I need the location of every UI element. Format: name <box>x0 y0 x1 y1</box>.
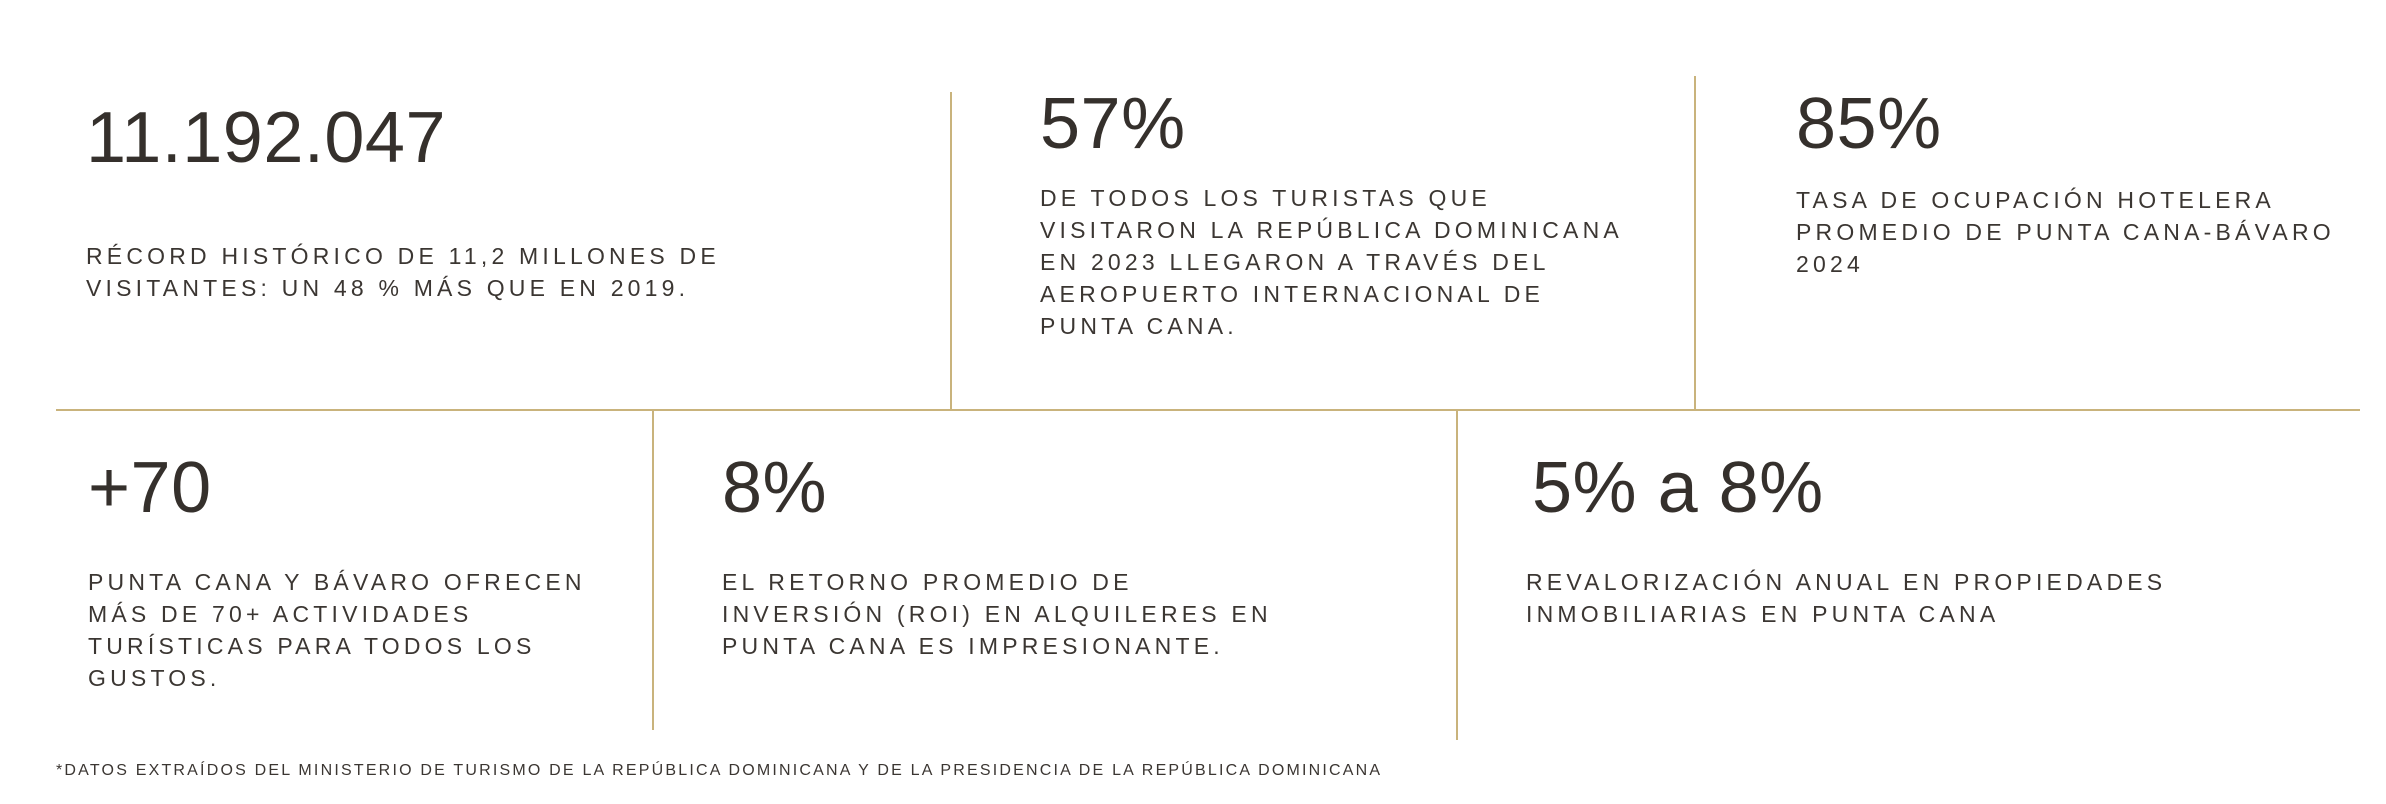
stat-airport-share: 57% De todos los turistas que visitaron … <box>1040 88 1630 342</box>
stat-value: 11.192.047 <box>86 98 447 178</box>
stat-roi: 8% El retorno promedio de inversión (ROI… <box>722 452 1282 662</box>
divider-vertical-1 <box>950 92 952 410</box>
source-footnote: *Datos extraídos del Ministerio de Turis… <box>56 762 1383 779</box>
stat-description: Revalorización anual en propiedades inmo… <box>1526 569 2167 627</box>
stat-hotel-occupancy: 85% Tasa de ocupación hotelera promedio … <box>1796 88 2336 280</box>
stat-value: +70 <box>88 448 212 528</box>
stat-value: 57% <box>1040 84 1186 164</box>
divider-vertical-3 <box>652 410 654 730</box>
stat-activities: +70 Punta Cana y Bávaro ofrecen más de 7… <box>88 452 628 694</box>
divider-vertical-4 <box>1456 410 1458 740</box>
stat-description: Récord histórico de 11,2 millones de vis… <box>86 243 720 301</box>
stat-appreciation: 5% a 8% Revalorización anual en propieda… <box>1526 452 2286 630</box>
stat-description: Tasa de ocupación hotelera promedio de P… <box>1796 187 2335 277</box>
stat-value: 5% a 8% <box>1532 448 1824 528</box>
stat-visitors: 11.192.047 Récord histórico de 11,2 mill… <box>86 102 826 304</box>
divider-vertical-2 <box>1694 76 1696 410</box>
stat-description: Punta Cana y Bávaro ofrecen más de 70+ a… <box>88 569 586 691</box>
stat-value: 8% <box>722 448 828 528</box>
divider-horizontal <box>56 409 2360 411</box>
stat-description: El retorno promedio de inversión (ROI) e… <box>722 569 1272 659</box>
stat-value: 85% <box>1796 84 1942 164</box>
stat-description: De todos los turistas que visitaron la R… <box>1040 185 1622 339</box>
